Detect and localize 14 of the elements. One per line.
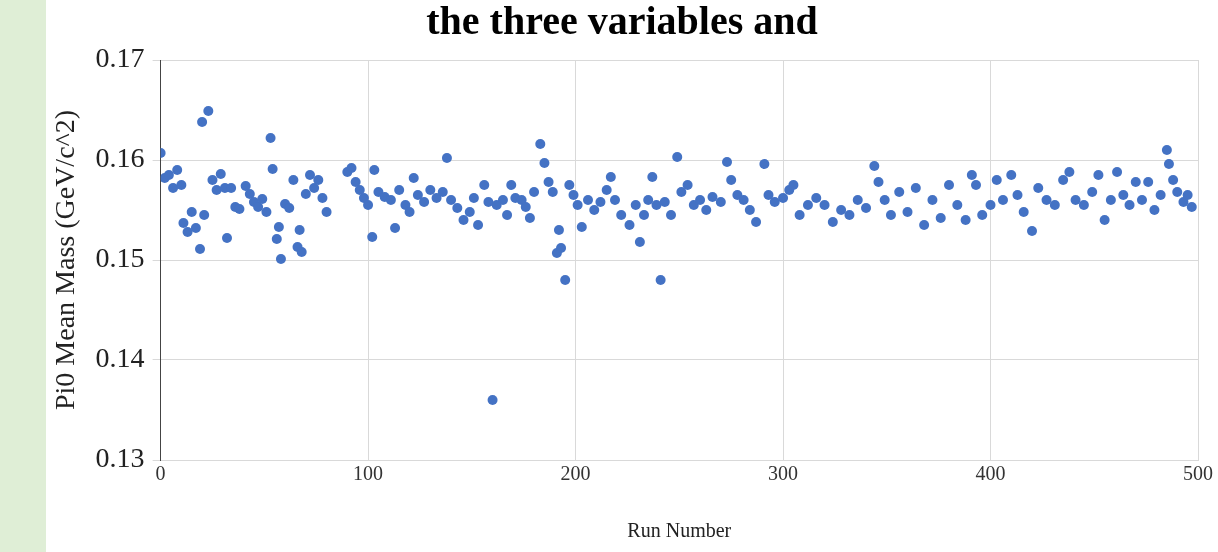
x-axis-title: Run Number xyxy=(627,519,732,542)
y-tick-label: 0.16 xyxy=(95,142,145,174)
y-tick-label: 0.17 xyxy=(95,42,145,74)
y-tick-label: 0.13 xyxy=(95,442,145,474)
x-tick-label: 0 xyxy=(155,462,166,485)
x-tick-label: 300 xyxy=(768,462,799,485)
chart-title: the three variables and xyxy=(426,0,818,44)
x-tick-label: 400 xyxy=(975,462,1006,485)
x-tick-label: 200 xyxy=(560,462,591,485)
x-tick-label: 500 xyxy=(1183,462,1213,485)
y-axis-title: Pi0 Mean Mass (GeV/c^2) xyxy=(49,109,81,411)
y-tick-label: 0.14 xyxy=(95,342,145,374)
x-tick-label: 100 xyxy=(353,462,384,485)
y-tick-label: 0.15 xyxy=(95,242,145,274)
